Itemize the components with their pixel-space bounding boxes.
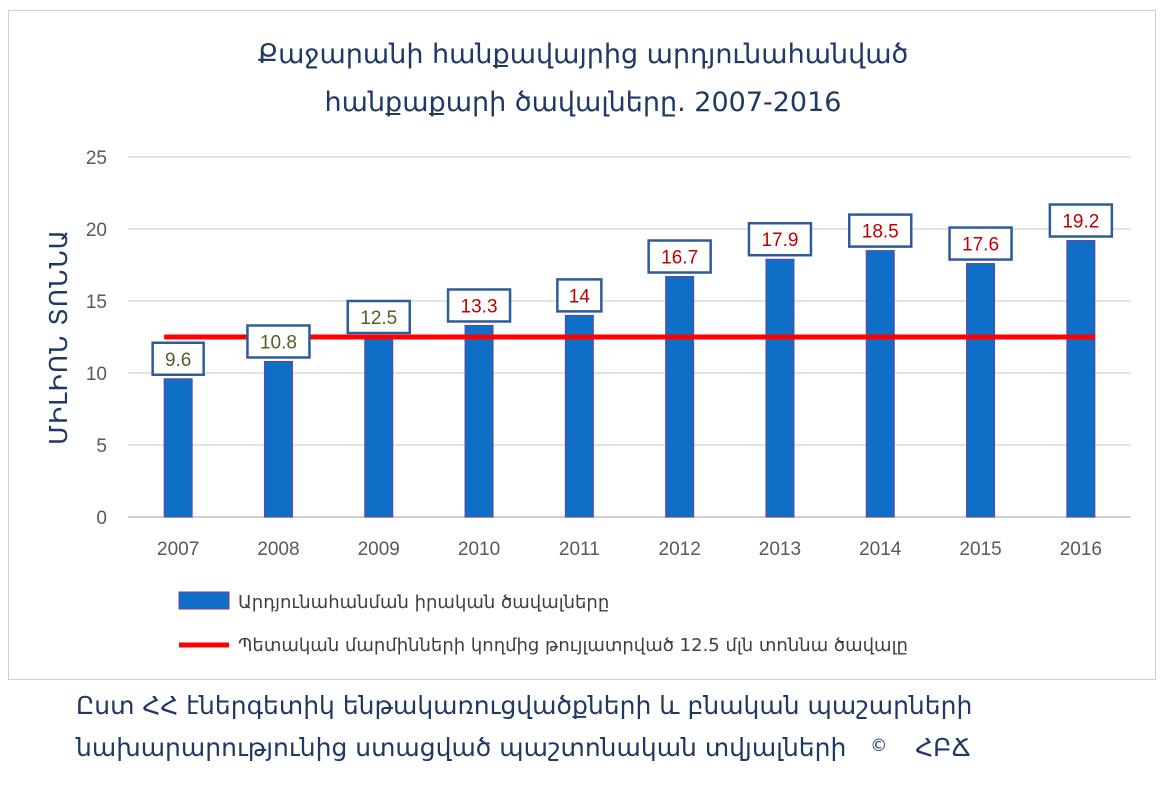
data-label-box [446,288,512,323]
copyright-symbol: © [870,736,888,756]
bar [364,336,394,518]
bar [464,324,494,518]
y-tick-label: 0 [96,508,107,529]
chart-title-line2: հանքաքարի ծավալները. 2007-2016 [325,87,842,118]
bar [1066,240,1096,518]
data-label-box [948,226,1013,261]
y-tick-label: 25 [86,148,107,169]
x-tick-label: 2008 [257,539,299,560]
x-tick-label: 2010 [458,539,500,560]
data-label-box [747,221,813,257]
x-tick-label: 2016 [1060,539,1102,560]
data-label-box [647,239,712,274]
bar [163,378,193,518]
author-signature: ՀԲՃ [915,733,971,762]
legend-label-line: Պետական մարմինների կողմից թույլատրված 12… [238,635,908,656]
data-label-box [1048,203,1114,238]
source-line2: նախարարությունից ստացված պաշտոնական տվյա… [76,726,1136,768]
y-tick-label: 15 [86,292,107,313]
data-label: 17.9 [761,230,798,251]
bar [966,263,996,518]
data-label: 13.3 [461,296,498,317]
data-label: 10.8 [260,332,297,353]
data-label: 17.6 [962,235,999,256]
data-label-box [246,324,311,359]
source-line2-text: նախարարությունից ստացված պաշտոնական տվյա… [76,733,847,762]
data-label: 16.7 [661,248,698,269]
data-label: 19.2 [1062,212,1099,233]
x-tick-label: 2015 [959,539,1001,560]
data-label: 9.6 [165,350,191,371]
x-tick-label: 2013 [759,539,801,560]
bar [865,250,895,518]
chart-title-line1: Քաջարանի հանքավայրից արդյունահանված [258,39,909,70]
x-tick-label: 2012 [659,539,701,560]
data-label-box [556,278,603,313]
data-label-box [848,213,913,248]
y-axis-label: ՄԻԼԻՈՆ ՏՈՆՆԱ [44,229,73,445]
bar [765,258,795,518]
data-label: 12.5 [360,308,397,329]
bar [564,314,594,518]
x-tick-label: 2007 [157,539,199,560]
y-tick-label: 10 [86,364,107,385]
legend-label-bars: Արդյունահանման իրական ծավալները [238,592,609,613]
legend: Արդյունահանման իրական ծավալները Պետական … [178,591,908,656]
source-line1: Ըստ ՀՀ էներգետիկ ենթակառուցվածքների և բն… [76,691,973,720]
x-tick-label: 2011 [559,539,600,560]
x-tick-label: 2014 [859,539,902,560]
data-label: 14 [569,286,591,307]
data-label: 18.5 [862,222,899,243]
legend-swatch-bars [178,591,230,610]
data-label-box [346,299,411,335]
y-tick-label: 5 [96,436,107,457]
bar [665,276,695,518]
bar [263,360,293,518]
x-tick-label: 2009 [358,539,400,560]
source-note: Ըստ ՀՀ էներգետիկ ենթակառուցվածքների և բն… [76,686,1136,768]
y-tick-label: 20 [86,220,107,241]
data-label-box [151,341,205,377]
